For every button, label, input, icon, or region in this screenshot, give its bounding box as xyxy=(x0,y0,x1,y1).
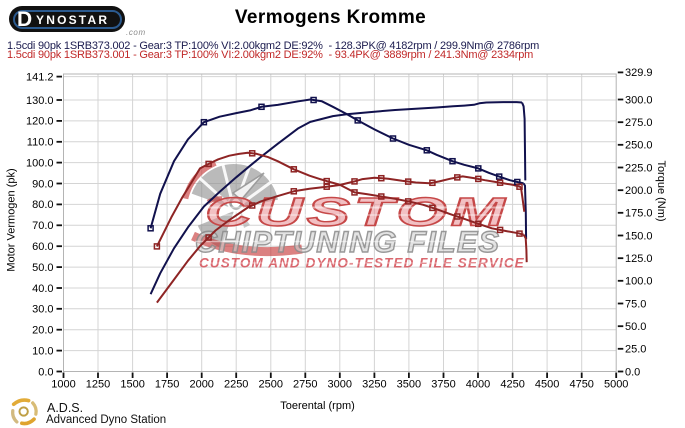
svg-text:60.0: 60.0 xyxy=(32,241,53,253)
svg-text:20.0: 20.0 xyxy=(32,325,53,337)
svg-text:1500: 1500 xyxy=(120,379,144,391)
svg-text:80.0: 80.0 xyxy=(32,199,53,211)
svg-text:2750: 2750 xyxy=(293,379,317,391)
svg-text:2500: 2500 xyxy=(259,379,283,391)
svg-text:100.0: 100.0 xyxy=(26,157,54,169)
svg-text:175.0: 175.0 xyxy=(625,208,653,220)
svg-text:120.0: 120.0 xyxy=(26,116,54,128)
svg-text:150.0: 150.0 xyxy=(625,230,653,242)
svg-text:4000: 4000 xyxy=(466,379,490,391)
svg-text:5000: 5000 xyxy=(604,379,628,391)
svg-text:10.0: 10.0 xyxy=(32,345,53,357)
svg-text:2250: 2250 xyxy=(224,379,248,391)
svg-text:2000: 2000 xyxy=(189,379,213,391)
svg-text:110.0: 110.0 xyxy=(27,137,54,149)
svg-text:1000: 1000 xyxy=(51,379,75,391)
svg-text:250.0: 250.0 xyxy=(625,140,653,152)
svg-text:300.0: 300.0 xyxy=(625,94,653,106)
svg-text:1750: 1750 xyxy=(155,379,179,391)
svg-text:225.0: 225.0 xyxy=(625,162,653,174)
svg-text:CHIPTUNING FILES: CHIPTUNING FILES xyxy=(195,226,500,259)
svg-text:40.0: 40.0 xyxy=(32,283,53,295)
svg-text:70.0: 70.0 xyxy=(32,220,53,232)
svg-text:100.0: 100.0 xyxy=(625,276,653,288)
svg-text:1250: 1250 xyxy=(86,379,110,391)
svg-text:329.9: 329.9 xyxy=(625,67,653,79)
svg-text:30.0: 30.0 xyxy=(32,304,53,316)
svg-text:90.0: 90.0 xyxy=(32,178,53,190)
svg-text:130.0: 130.0 xyxy=(26,95,54,107)
svg-text:CUSTOM AND DYNO-TESTED FILE SE: CUSTOM AND DYNO-TESTED FILE SERVICE xyxy=(199,256,525,271)
svg-text:3000: 3000 xyxy=(328,379,352,391)
svg-text:3500: 3500 xyxy=(397,379,421,391)
svg-text:0.0: 0.0 xyxy=(38,366,53,378)
svg-text:Motor Vermogen (pk): Motor Vermogen (pk) xyxy=(6,168,18,271)
svg-text:275.0: 275.0 xyxy=(625,117,653,129)
svg-text:0.0: 0.0 xyxy=(625,366,640,378)
svg-text:25.0: 25.0 xyxy=(625,344,646,356)
svg-text:50.0: 50.0 xyxy=(625,321,646,333)
svg-text:200.0: 200.0 xyxy=(625,185,653,197)
svg-text:4500: 4500 xyxy=(535,379,559,391)
svg-text:CUSTOM: CUSTOM xyxy=(205,190,509,235)
svg-text:Toerental (rpm): Toerental (rpm) xyxy=(280,400,355,412)
svg-text:75.0: 75.0 xyxy=(625,298,646,310)
svg-text:3750: 3750 xyxy=(431,379,455,391)
svg-text:141.2: 141.2 xyxy=(26,71,54,83)
svg-text:50.0: 50.0 xyxy=(32,262,53,274)
svg-text:125.0: 125.0 xyxy=(625,253,653,265)
svg-text:4250: 4250 xyxy=(500,379,524,391)
svg-text:Torque (Nm): Torque (Nm) xyxy=(655,160,667,221)
svg-text:3250: 3250 xyxy=(362,379,386,391)
svg-text:4750: 4750 xyxy=(569,379,593,391)
